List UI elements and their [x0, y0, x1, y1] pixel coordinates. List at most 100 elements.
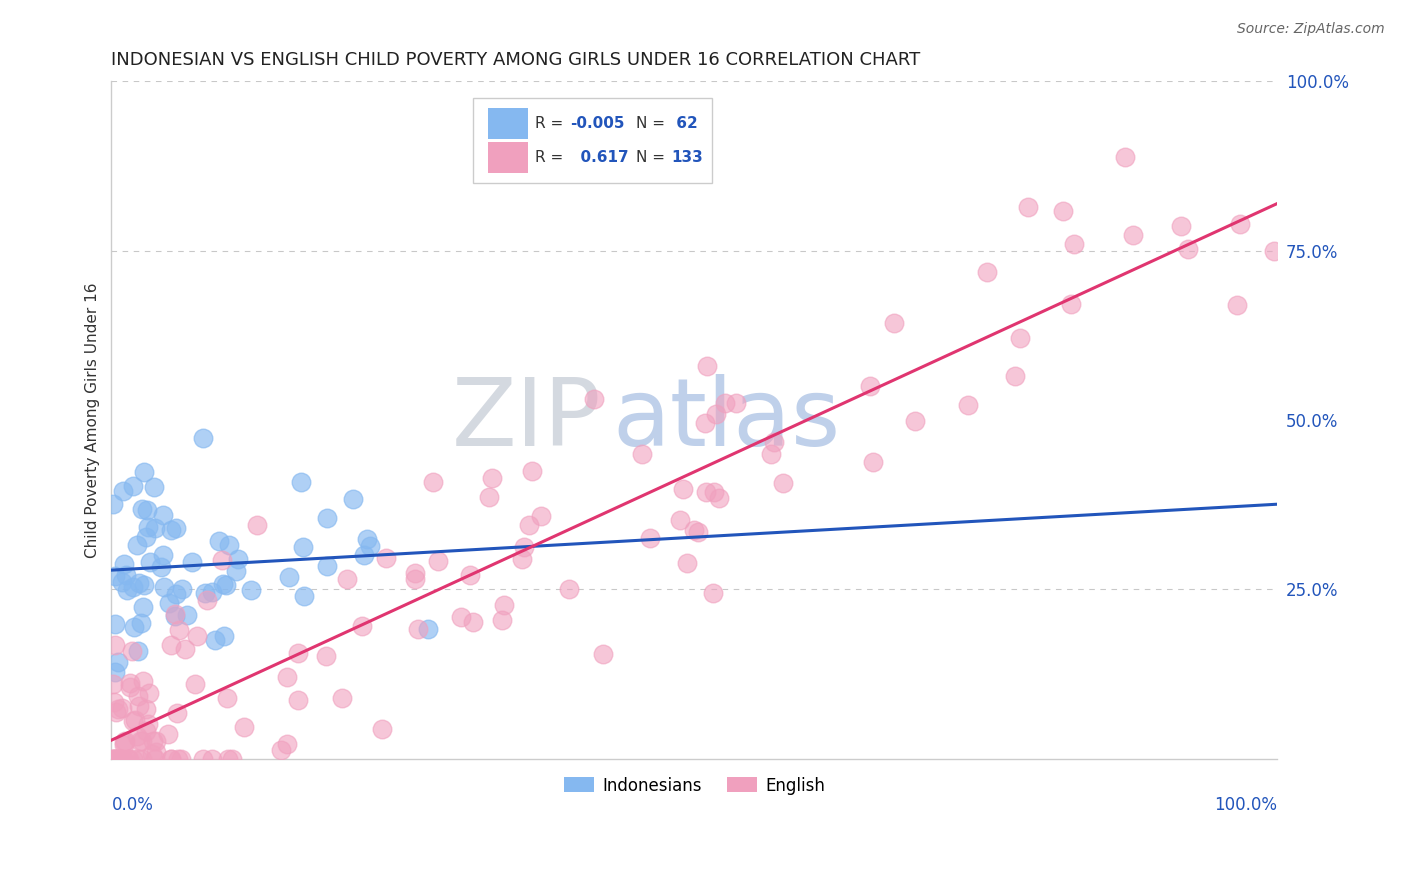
Point	[481, 471, 503, 485]
Point	[132, 673, 155, 688]
Point	[404, 566, 426, 580]
Point	[225, 564, 247, 578]
Text: 0.0%: 0.0%	[111, 796, 153, 814]
Point	[862, 455, 884, 469]
Point	[101, 497, 124, 511]
Point	[115, 568, 138, 582]
Point	[204, 632, 226, 647]
Point	[143, 521, 166, 535]
Point	[1170, 219, 1192, 234]
Point	[129, 734, 152, 748]
Point	[460, 567, 482, 582]
Point	[194, 585, 217, 599]
Point	[149, 560, 172, 574]
Point	[107, 752, 129, 766]
Point	[128, 699, 150, 714]
Point	[1114, 150, 1136, 164]
Point	[153, 580, 176, 594]
Text: 100.0%: 100.0%	[1215, 796, 1278, 814]
Point	[131, 734, 153, 748]
Point	[246, 518, 269, 533]
Point	[131, 502, 153, 516]
Point	[406, 622, 429, 636]
Point	[104, 752, 127, 766]
Point	[233, 720, 256, 734]
Text: Source: ZipAtlas.com: Source: ZipAtlas.com	[1237, 22, 1385, 37]
Point	[903, 414, 925, 428]
Point	[111, 700, 134, 714]
Point	[121, 644, 143, 658]
Text: 133: 133	[671, 150, 703, 165]
Point	[330, 691, 353, 706]
Point	[127, 752, 149, 766]
Point	[859, 379, 882, 393]
Point	[160, 523, 183, 537]
Point	[1177, 242, 1199, 256]
Point	[416, 623, 439, 637]
Point	[631, 447, 654, 461]
Point	[170, 582, 193, 596]
Point	[184, 677, 207, 691]
Point	[772, 476, 794, 491]
Point	[714, 396, 737, 410]
Point	[491, 613, 513, 627]
Point	[724, 395, 747, 409]
Point	[107, 702, 129, 716]
Point	[170, 752, 193, 766]
Point	[152, 548, 174, 562]
Point	[211, 553, 233, 567]
Point	[530, 509, 553, 524]
FancyBboxPatch shape	[488, 108, 527, 139]
Point	[193, 432, 215, 446]
Point	[356, 533, 378, 547]
Point	[176, 607, 198, 622]
Point	[160, 752, 183, 766]
Point	[1004, 369, 1026, 384]
Point	[592, 648, 614, 662]
Point	[125, 729, 148, 743]
Point	[110, 752, 132, 766]
Point	[114, 734, 136, 748]
Point	[163, 609, 186, 624]
Point	[1063, 237, 1085, 252]
Point	[108, 752, 131, 766]
Point	[212, 577, 235, 591]
Point	[375, 551, 398, 566]
Point	[638, 532, 661, 546]
Point	[105, 706, 128, 720]
Point	[103, 752, 125, 766]
Point	[124, 713, 146, 727]
Point	[135, 702, 157, 716]
Point	[167, 624, 190, 638]
Point	[240, 582, 263, 597]
Point	[135, 724, 157, 739]
FancyBboxPatch shape	[472, 98, 711, 183]
Point	[336, 572, 359, 586]
Text: R =: R =	[534, 150, 568, 165]
Point	[104, 638, 127, 652]
Point	[141, 747, 163, 761]
Point	[702, 585, 724, 599]
Point	[292, 541, 315, 555]
Point	[1229, 217, 1251, 231]
Text: atlas: atlas	[613, 374, 841, 466]
Point	[136, 503, 159, 517]
Point	[122, 620, 145, 634]
Point	[165, 607, 187, 621]
Point	[582, 392, 605, 407]
Point	[174, 642, 197, 657]
Text: R =: R =	[534, 116, 568, 131]
Point	[117, 752, 139, 766]
Point	[104, 569, 127, 583]
Point	[117, 582, 139, 597]
Point	[359, 540, 381, 554]
Point	[112, 735, 135, 749]
Point	[127, 644, 149, 658]
Point	[138, 686, 160, 700]
Point	[494, 599, 516, 613]
Point	[292, 589, 315, 603]
Text: INDONESIAN VS ENGLISH CHILD POVERTY AMONG GIRLS UNDER 16 CORRELATION CHART: INDONESIAN VS ENGLISH CHILD POVERTY AMON…	[111, 51, 921, 69]
Point	[114, 739, 136, 753]
Point	[111, 484, 134, 499]
Point	[200, 752, 222, 766]
